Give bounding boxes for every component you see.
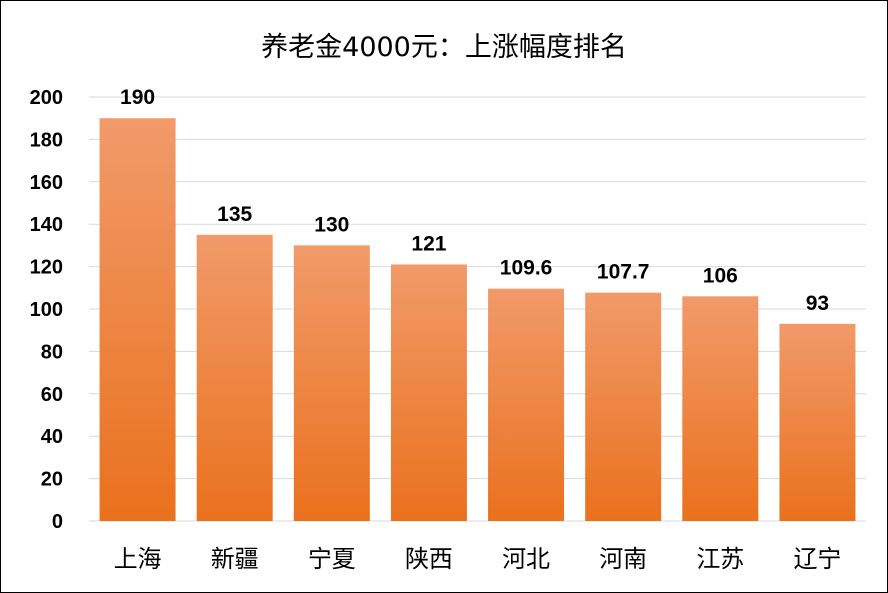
x-tick-label: 陕西 [405, 545, 453, 573]
y-tick-label: 20 [41, 469, 63, 491]
data-label: 109.6 [500, 257, 553, 280]
y-axis: 0 20 40 60 80 100 120 140 160 180 200 [30, 87, 63, 533]
y-tick-label: 0 [52, 511, 63, 533]
y-tick-label: 140 [30, 214, 63, 236]
x-tick-label: 宁夏 [308, 545, 356, 573]
y-tick-label: 180 [30, 129, 63, 151]
y-tick-label: 60 [41, 384, 63, 406]
x-tick-label: 新疆 [211, 545, 259, 573]
bars [99, 118, 856, 522]
y-tick-label: 100 [30, 299, 63, 321]
data-label: 135 [217, 203, 252, 226]
bar [99, 118, 176, 521]
y-tick-label: 120 [30, 257, 63, 279]
chart-title: 养老金4000元：上涨幅度排名 [261, 32, 627, 63]
bar [779, 323, 856, 521]
bar [196, 234, 273, 522]
data-label: 130 [314, 213, 349, 236]
data-label: 93 [806, 292, 829, 315]
data-label: 190 [120, 86, 155, 109]
y-tick-label: 160 [30, 172, 63, 194]
x-tick-label: 江苏 [696, 545, 744, 573]
y-tick-label: 200 [30, 87, 63, 109]
data-label: 106 [703, 264, 738, 287]
x-tick-label: 上海 [114, 545, 162, 573]
x-axis: 上海 新疆 宁夏 陕西 河北 河南 江苏 辽宁 [114, 545, 842, 573]
bar [585, 292, 662, 521]
x-tick-label: 河北 [502, 545, 550, 573]
data-labels: 190 135 130 121 109.6 107.7 106 93 [120, 86, 829, 315]
bar [293, 245, 370, 521]
x-tick-label: 辽宁 [793, 545, 841, 573]
data-label: 121 [411, 232, 446, 255]
x-tick-label: 河南 [599, 545, 647, 573]
bar [682, 296, 759, 521]
y-tick-label: 80 [41, 341, 63, 363]
bar [488, 288, 565, 521]
bar [390, 264, 467, 521]
y-tick-label: 40 [41, 426, 63, 448]
data-label: 107.7 [597, 261, 650, 284]
